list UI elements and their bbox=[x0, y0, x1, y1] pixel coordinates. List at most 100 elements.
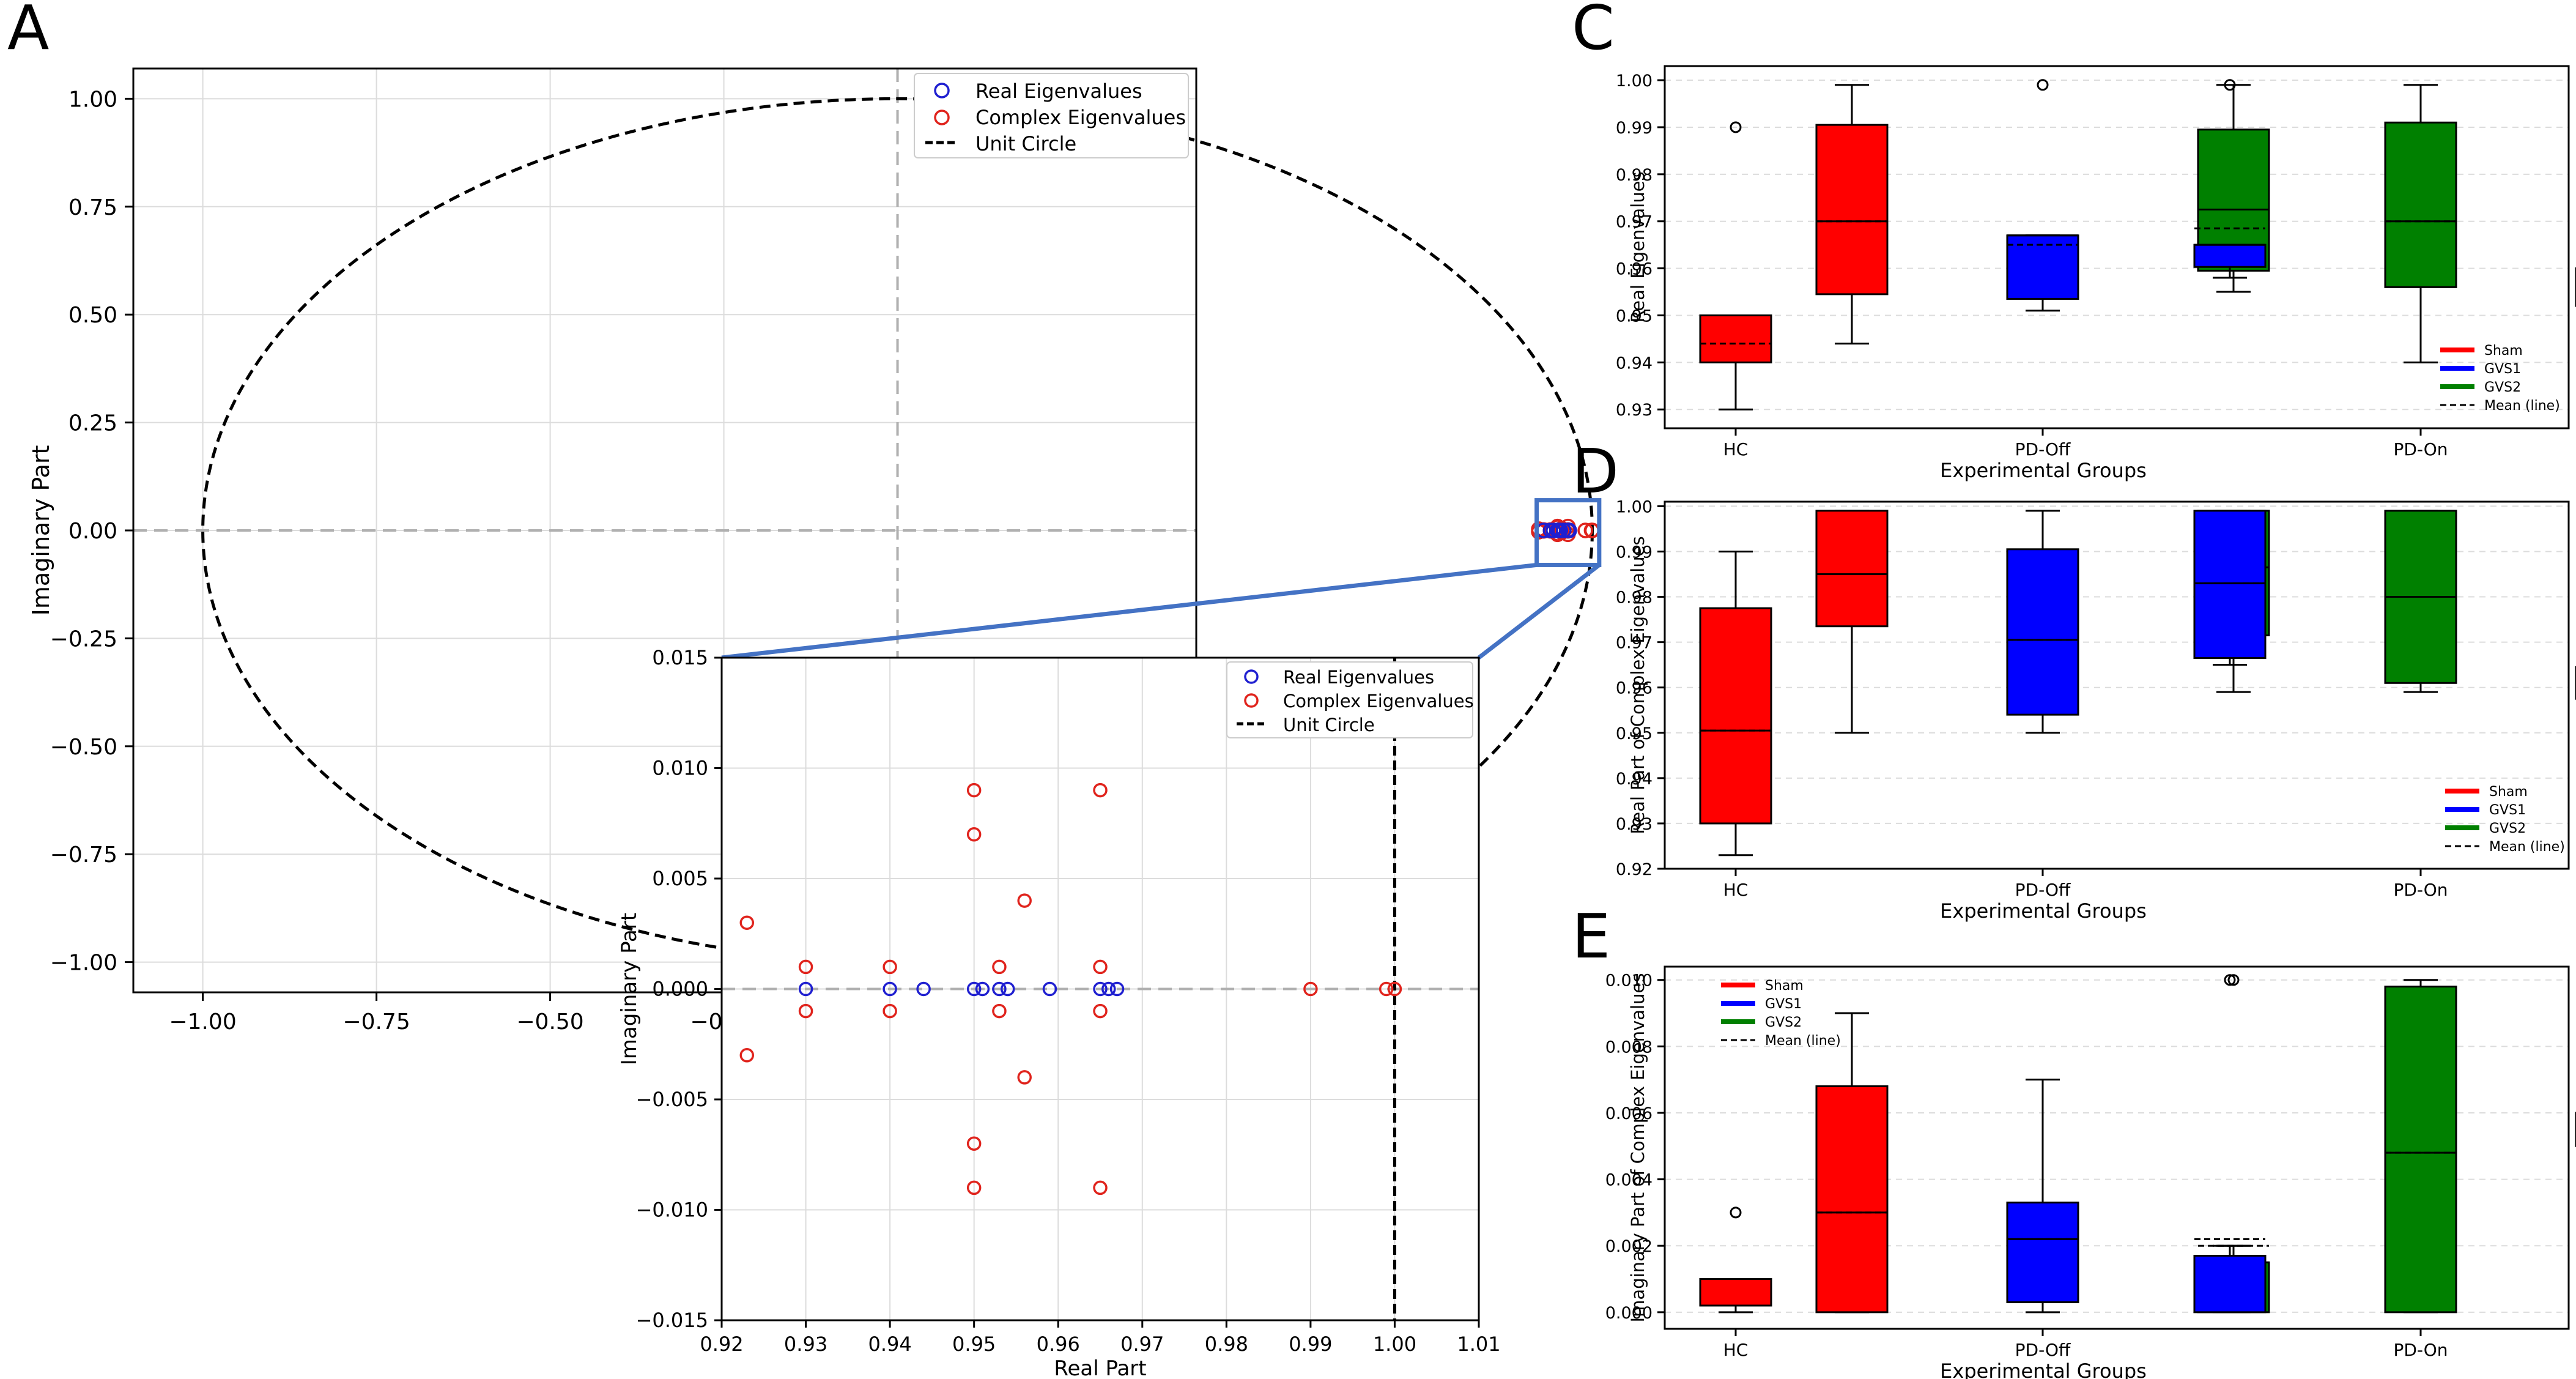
box-gvs1 bbox=[2006, 510, 2079, 734]
y-tick-label: 0.005 bbox=[652, 867, 708, 890]
y-tick-label: 0.50 bbox=[68, 303, 117, 328]
box-body bbox=[2193, 510, 2267, 660]
x-tick-label: HC bbox=[1723, 439, 1749, 459]
box-gvs1 bbox=[2006, 1079, 2079, 1314]
y-tick-label: 0.97 bbox=[1616, 634, 1653, 653]
legend-label: Mean (line) bbox=[2484, 398, 2560, 414]
x-axis-label: Experimental Groups bbox=[1940, 1359, 2147, 1379]
legend-d: Sham GVS1 GVS2 Mean (line) bbox=[2445, 784, 2565, 855]
panel-c: 1.00 0.99 0.98 0.97 0.96 0.95 0.94 0.93 HC PD-Off… bbox=[1616, 65, 2576, 482]
legend-label: Sham bbox=[1765, 978, 1804, 994]
real-eigenvalue-point bbox=[1042, 981, 1057, 997]
legend-label: Real Eigenvalues bbox=[1283, 667, 1434, 688]
y-axis-label: Real Part of Complex Eigenvalues bbox=[1627, 536, 1648, 834]
complex-eigenvalue-point bbox=[1379, 981, 1394, 997]
legend-label: GVS1 bbox=[2489, 803, 2526, 818]
complex-eigenvalue-point bbox=[1387, 981, 1402, 997]
box-body bbox=[2384, 121, 2457, 288]
legend-c: Sham GVS1 GVS2 Mean (line) bbox=[2440, 343, 2560, 414]
box-body bbox=[2384, 986, 2457, 1314]
complex-eigenvalue-point bbox=[992, 1003, 1007, 1019]
legend-label: Unit Circle bbox=[975, 132, 1076, 155]
y-tick-label: 0.015 bbox=[652, 646, 708, 669]
x-tick-label: HC bbox=[1723, 1340, 1749, 1360]
complex-eigenvalue-point bbox=[966, 1180, 982, 1195]
box-sham bbox=[1699, 550, 1772, 857]
y-tick-label: 0.95 bbox=[1616, 307, 1653, 325]
y-tick-label: 0.004 bbox=[1605, 1171, 1653, 1190]
legend-label: GVS1 bbox=[1765, 997, 1802, 1012]
outlier-point bbox=[2227, 974, 2240, 986]
y-tick-label: 0.99 bbox=[1616, 543, 1653, 562]
legend-label: Sham bbox=[2484, 343, 2523, 359]
legend-box bbox=[1226, 661, 1473, 738]
complex-eigenvalue-point bbox=[966, 782, 982, 798]
box-body bbox=[1815, 1085, 1889, 1314]
real-eigenvalue-point bbox=[1556, 522, 1572, 538]
real-eigenvalue-point bbox=[916, 981, 931, 997]
y-tick-label: 1.00 bbox=[68, 87, 117, 112]
y-tick-label: 0.00 bbox=[68, 519, 117, 544]
box-gvs2 bbox=[2384, 510, 2457, 693]
box-body bbox=[1815, 124, 1889, 296]
real-eigenvalue-point bbox=[1561, 522, 1577, 538]
complex-eigenvalue-point bbox=[798, 959, 813, 975]
y-tick-label: 0.98 bbox=[1616, 589, 1653, 608]
x-axis-label: Experimental Groups bbox=[1940, 459, 2147, 482]
x-tick-label: 0.96 bbox=[1037, 1333, 1080, 1356]
y-axis-label: Imaginary Part bbox=[28, 445, 54, 616]
x-tick-label: −1.00 bbox=[169, 1009, 236, 1035]
box-sham bbox=[1699, 1206, 1772, 1314]
x-axis-label: Experimental Groups bbox=[1940, 899, 2147, 923]
outlier-point bbox=[2037, 79, 2049, 91]
outlier-point bbox=[2224, 79, 2236, 91]
box-body bbox=[1699, 1278, 1772, 1307]
box-gvs1 bbox=[2006, 79, 2079, 312]
axes-frame bbox=[1664, 65, 2570, 429]
box-body bbox=[1699, 314, 1772, 363]
complex-eigenvalue-point bbox=[883, 959, 897, 975]
legend-label: Sham bbox=[2489, 784, 2528, 800]
complex-eigenvalue-point bbox=[1577, 522, 1593, 538]
x-tick-label: 1.01 bbox=[1457, 1333, 1500, 1356]
x-tick-label: PD-Off bbox=[2015, 439, 2071, 459]
axes-frame bbox=[1664, 965, 2570, 1330]
panel-e: 0.010 0.008 0.006 0.004 0.002 0.000 HC PD-Off PD… bbox=[1605, 965, 2576, 1379]
legend-label: Mean (line) bbox=[2489, 839, 2565, 855]
real-eigenvalue-point bbox=[966, 981, 982, 997]
legend-label: Real Eigenvalues bbox=[975, 80, 1142, 103]
panel-b: 0.92 0.93 0.94 0.95 0.96 0.97 0.98 0.99 1.00 1.01… bbox=[617, 646, 1501, 1379]
outlier-point bbox=[2224, 974, 2236, 986]
box-gvs1 bbox=[2193, 974, 2267, 1314]
x-tick-label: 0.93 bbox=[784, 1333, 827, 1356]
y-tick-label: −0.005 bbox=[636, 1088, 708, 1111]
x-tick-label: −0.75 bbox=[342, 1009, 410, 1035]
outlier-point bbox=[1730, 1206, 1742, 1219]
x-tick-label: PD-Off bbox=[2015, 880, 2071, 900]
zoom-connector-right bbox=[1477, 563, 1601, 660]
y-tick-label: −0.50 bbox=[50, 735, 117, 760]
y-tick-label: 0.97 bbox=[1616, 213, 1653, 232]
complex-eigenvalue-point bbox=[739, 1048, 755, 1063]
complex-eigenvalue-point bbox=[1303, 981, 1318, 997]
legend-label: GVS2 bbox=[2489, 821, 2526, 836]
y-tick-label: 0.96 bbox=[1616, 679, 1653, 698]
legend-label: Complex Eigenvalues bbox=[1283, 691, 1474, 712]
panel-letter-e: E bbox=[1572, 901, 1610, 972]
box-body bbox=[2006, 1202, 2079, 1304]
box-gvs1 bbox=[2193, 510, 2267, 666]
box-body bbox=[2193, 1255, 2267, 1314]
real-eigenvalue-point bbox=[992, 981, 1007, 997]
real-eigenvalue-point bbox=[798, 981, 813, 997]
y-tick-label: −0.015 bbox=[636, 1309, 708, 1332]
box-body bbox=[1815, 510, 1889, 628]
box-sham bbox=[1699, 121, 1772, 411]
y-tick-label: 0.93 bbox=[1616, 401, 1653, 420]
legend-label: GVS1 bbox=[2484, 362, 2521, 377]
x-tick-label: 1.00 bbox=[1373, 1333, 1416, 1356]
legend-complex-marker bbox=[934, 110, 950, 125]
y-tick-label: 0.002 bbox=[1605, 1237, 1653, 1256]
legend-box bbox=[914, 73, 1189, 158]
box-body bbox=[2006, 234, 2079, 300]
